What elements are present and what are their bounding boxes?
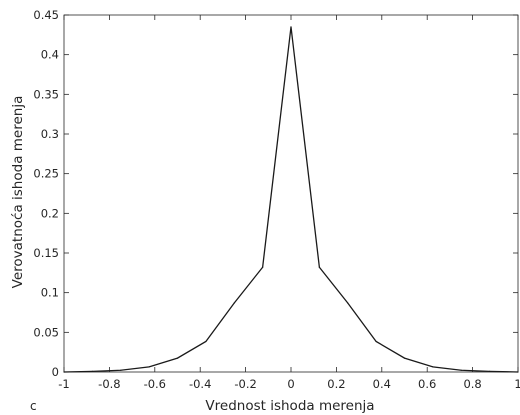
- data-point: [233, 302, 235, 304]
- y-tick-label: 0.25: [33, 167, 59, 181]
- data-point: [290, 26, 292, 28]
- x-tick-label: 0: [287, 377, 294, 391]
- data-point: [63, 371, 65, 373]
- y-axis-label: Verovatnoća ishoda merenja: [10, 96, 26, 289]
- x-tick-label: 0.6: [418, 377, 436, 391]
- x-tick-label: -0.8: [98, 377, 120, 391]
- series-line: [63, 26, 519, 373]
- x-tick-label: -1: [58, 377, 69, 391]
- y-axis-ticks: 0 0.05 0.1 0.15 0.2 0.25 0.3 0.35 0.4 0.45: [33, 8, 518, 379]
- data-point: [347, 302, 349, 304]
- panel-label: c: [30, 399, 37, 413]
- plot-frame: [63, 14, 519, 373]
- y-tick-label: 0.4: [41, 48, 59, 62]
- x-tick-label: 1: [514, 377, 520, 391]
- x-tick-label: -0.2: [234, 377, 256, 391]
- x-tick-label: 0.2: [327, 377, 345, 391]
- data-point: [176, 357, 179, 359]
- y-tick-label: 0.35: [33, 87, 59, 101]
- x-axis-ticks: -1 -0.8 -0.6 -0.4 -0.2 0 0.2 0.4 0.6 0.8 1: [58, 15, 520, 391]
- y-tick-label: 0.2: [41, 206, 59, 220]
- data-point: [403, 357, 406, 359]
- data-point: [120, 369, 122, 371]
- y-tick-label: 0.1: [41, 286, 59, 300]
- data-point: [262, 266, 264, 268]
- plot-area-border: [63, 14, 519, 373]
- y-tick-label: 0: [52, 365, 59, 379]
- data-point: [517, 371, 519, 373]
- data-point: [489, 370, 491, 372]
- data-point: [318, 266, 320, 268]
- y-tick-label: 0.05: [33, 325, 59, 339]
- data-point: [432, 366, 434, 368]
- y-tick-label: 0.45: [33, 8, 59, 22]
- data-point: [91, 370, 93, 372]
- data-point: [375, 340, 377, 343]
- x-tick-label: 0.4: [373, 377, 391, 391]
- x-axis-label: Vrednost ishoda merenja: [205, 398, 374, 414]
- x-tick-label: -0.6: [144, 377, 166, 391]
- y-tick-label: 0.3: [41, 127, 59, 141]
- data-point: [205, 340, 207, 343]
- series-layer: [63, 26, 519, 373]
- data-point: [460, 369, 462, 371]
- x-tick-label: -0.4: [189, 377, 211, 391]
- x-tick-label: 0.8: [463, 377, 481, 391]
- y-tick-label: 0.15: [33, 246, 59, 260]
- data-point: [148, 366, 150, 368]
